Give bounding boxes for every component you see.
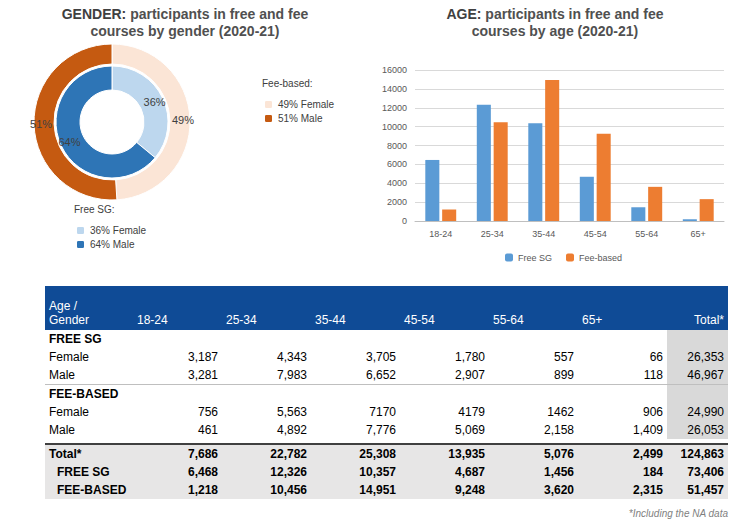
html-text:118: 118 (643, 368, 663, 382)
html-text:1,456: 1,456 (544, 465, 574, 479)
html-text:7,776: 7,776 (366, 423, 396, 437)
svg-text:6000: 6000 (387, 159, 407, 169)
html-text:184: 184 (643, 465, 663, 479)
html-text:461: 461 (198, 423, 218, 437)
html-text:Female: Female (49, 350, 89, 364)
html-text:66: 66 (649, 350, 663, 364)
html-text:26,353: 26,353 (687, 350, 724, 364)
svg-text:4000: 4000 (387, 178, 407, 188)
svg-text:25-34: 25-34 (481, 229, 504, 239)
html-text:3,281: 3,281 (188, 368, 218, 382)
svg-text:45-54: 45-54 (584, 229, 607, 239)
html-text:2,907: 2,907 (455, 368, 485, 382)
html-text:26,053: 26,053 (687, 423, 724, 437)
html-text:7,983: 7,983 (277, 368, 307, 382)
html-text:13,935: 13,935 (448, 447, 485, 461)
html-text:FREE SG: FREE SG (57, 465, 110, 479)
html-text:3,620: 3,620 (544, 483, 574, 497)
html-text:2,499: 2,499 (633, 447, 663, 461)
html-text:FEE-BASED: FEE-BASED (49, 387, 119, 401)
html-text:756: 756 (198, 405, 218, 419)
html-text:3,705: 3,705 (366, 350, 396, 364)
html-text:25-34: 25-34 (226, 313, 257, 327)
svg-text:36%: 36% (144, 96, 166, 108)
html-text:5,076: 5,076 (544, 447, 574, 461)
html-text:7170: 7170 (369, 405, 396, 419)
html-text:22,782: 22,782 (270, 447, 307, 461)
svg-text:36% Female: 36% Female (90, 225, 147, 236)
html-text:Gender: Gender (49, 313, 89, 327)
html-text:9,248: 9,248 (455, 483, 485, 497)
svg-text:10000: 10000 (382, 122, 407, 132)
svg-text:51%: 51% (30, 118, 52, 130)
html-text:6,652: 6,652 (366, 368, 396, 382)
html-text:FREE SG: FREE SG (49, 332, 102, 346)
html-text:5,069: 5,069 (455, 423, 485, 437)
html-text:5,563: 5,563 (277, 405, 307, 419)
html-text:4179: 4179 (458, 405, 485, 419)
svg-text:49%: 49% (172, 114, 194, 126)
html-text:1,409: 1,409 (633, 423, 663, 437)
svg-text:14000: 14000 (382, 84, 407, 94)
html-text:45-54: 45-54 (404, 313, 435, 327)
html-text:906: 906 (643, 405, 663, 419)
svg-text:Fee-based: Fee-based (579, 253, 622, 263)
html-text:10,456: 10,456 (270, 483, 307, 497)
html-text:Female: Female (49, 405, 89, 419)
html-text:65+: 65+ (582, 313, 603, 327)
html-text:6,468: 6,468 (188, 465, 218, 479)
html-text:Male: Male (49, 423, 75, 437)
svg-text:2000: 2000 (387, 197, 407, 207)
svg-text:49% Female: 49% Female (278, 99, 335, 110)
html-text:14,951: 14,951 (359, 483, 396, 497)
html-text:2,158: 2,158 (544, 423, 574, 437)
svg-text:Free SG: Free SG (518, 253, 552, 263)
html-text:55-64: 55-64 (493, 313, 524, 327)
html-text:12,326: 12,326 (270, 465, 307, 479)
html-text:7,686: 7,686 (188, 447, 218, 461)
html-text:4,892: 4,892 (277, 423, 307, 437)
svg-text:16000: 16000 (382, 65, 407, 75)
html-text:51,457: 51,457 (687, 483, 724, 497)
svg-text:65+: 65+ (691, 229, 706, 239)
html-text:35-44: 35-44 (315, 313, 346, 327)
html-text:Male: Male (49, 368, 75, 382)
html-text:18-24: 18-24 (137, 313, 168, 327)
html-text:899: 899 (554, 368, 574, 382)
html-text:FEE-BASED: FEE-BASED (57, 483, 127, 497)
html-text:25,308: 25,308 (359, 447, 396, 461)
svg-text:Free SG:: Free SG: (74, 204, 115, 215)
html-text:1,218: 1,218 (188, 483, 218, 497)
svg-text:18-24: 18-24 (429, 229, 452, 239)
html-text:2,315: 2,315 (633, 483, 663, 497)
svg-text:64%: 64% (58, 136, 80, 148)
html-text:4,343: 4,343 (277, 350, 307, 364)
html-text:Total*: Total* (694, 313, 724, 327)
svg-text:55-64: 55-64 (635, 229, 658, 239)
svg-text:12000: 12000 (382, 103, 407, 113)
svg-text:0: 0 (402, 216, 407, 226)
html-text:46,967: 46,967 (687, 368, 724, 382)
svg-text:35-44: 35-44 (532, 229, 555, 239)
svg-text:51% Male: 51% Male (278, 113, 323, 124)
svg-text:64% Male: 64% Male (90, 239, 135, 250)
html-text:*Including the NA data: *Including the NA data (628, 508, 728, 519)
html-text:24,990: 24,990 (687, 405, 724, 419)
html-text:557: 557 (554, 350, 574, 364)
html-text:3,187: 3,187 (188, 350, 218, 364)
html-text:73,406: 73,406 (687, 465, 724, 479)
html-text:124,863: 124,863 (680, 447, 724, 461)
html-text:AGE: participants in free and: AGE: participants in free and fee course… (446, 6, 664, 39)
html-text:1462: 1462 (547, 405, 574, 419)
html-text:1,780: 1,780 (455, 350, 485, 364)
html-text:Total*: Total* (49, 447, 82, 461)
html-text:GENDER: participants in free a: GENDER: participants in free and fee cou… (61, 6, 309, 39)
svg-text:Fee-based:: Fee-based: (262, 78, 313, 89)
html-text:10,357: 10,357 (359, 465, 396, 479)
svg-text:8000: 8000 (387, 141, 407, 151)
html-text:Age /: Age / (49, 299, 77, 313)
html-text:4,687: 4,687 (455, 465, 485, 479)
